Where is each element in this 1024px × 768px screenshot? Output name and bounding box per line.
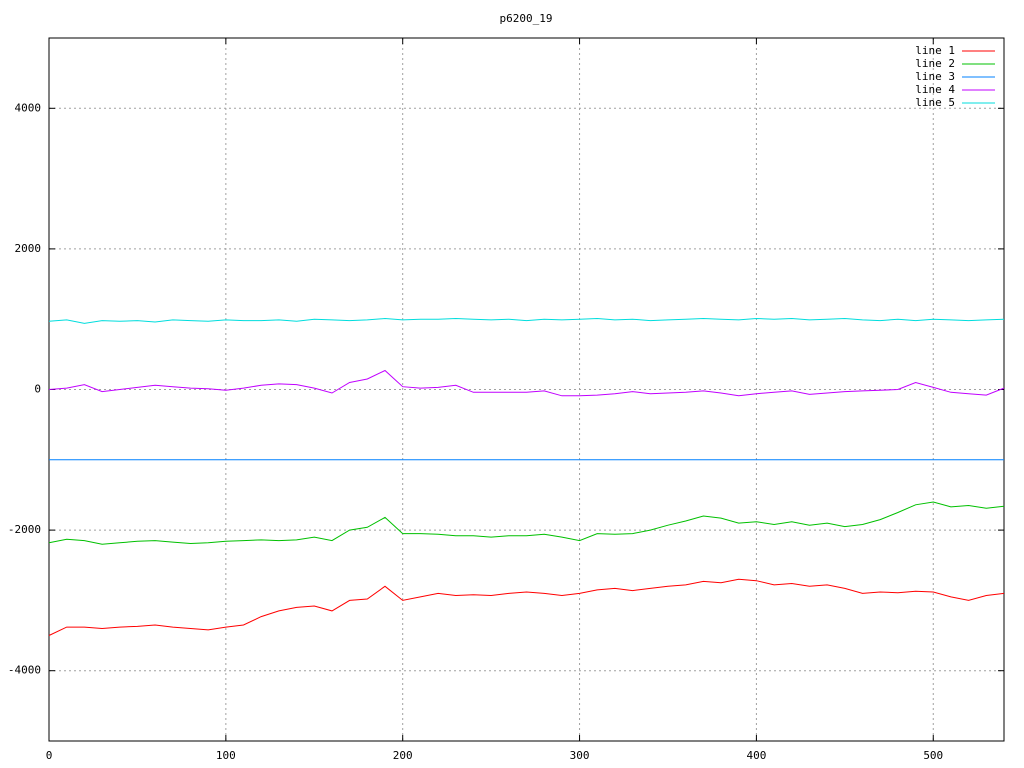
x-tick-label: 100 xyxy=(216,749,236,762)
x-tick-label: 500 xyxy=(923,749,943,762)
legend-label: line 5 xyxy=(915,96,955,109)
legend-label: line 4 xyxy=(915,83,955,96)
y-tick-label: 4000 xyxy=(15,101,42,114)
legend-label: line 2 xyxy=(915,57,955,70)
y-tick-label: 2000 xyxy=(15,242,42,255)
x-tick-label: 200 xyxy=(393,749,413,762)
series-line xyxy=(48,578,1005,636)
chart-title: p6200_19 xyxy=(500,12,553,25)
series-line xyxy=(48,369,1005,397)
x-tick-label: 300 xyxy=(570,749,590,762)
y-tick-label: 0 xyxy=(34,383,41,396)
legend-label: line 3 xyxy=(915,70,955,83)
series-line xyxy=(48,501,1005,545)
x-tick-label: 0 xyxy=(46,749,53,762)
y-tick-label: -2000 xyxy=(8,523,41,536)
series-line xyxy=(48,317,1005,324)
x-tick-label: 400 xyxy=(746,749,766,762)
y-tick-label: -4000 xyxy=(8,664,41,677)
legend-label: line 1 xyxy=(915,44,955,57)
